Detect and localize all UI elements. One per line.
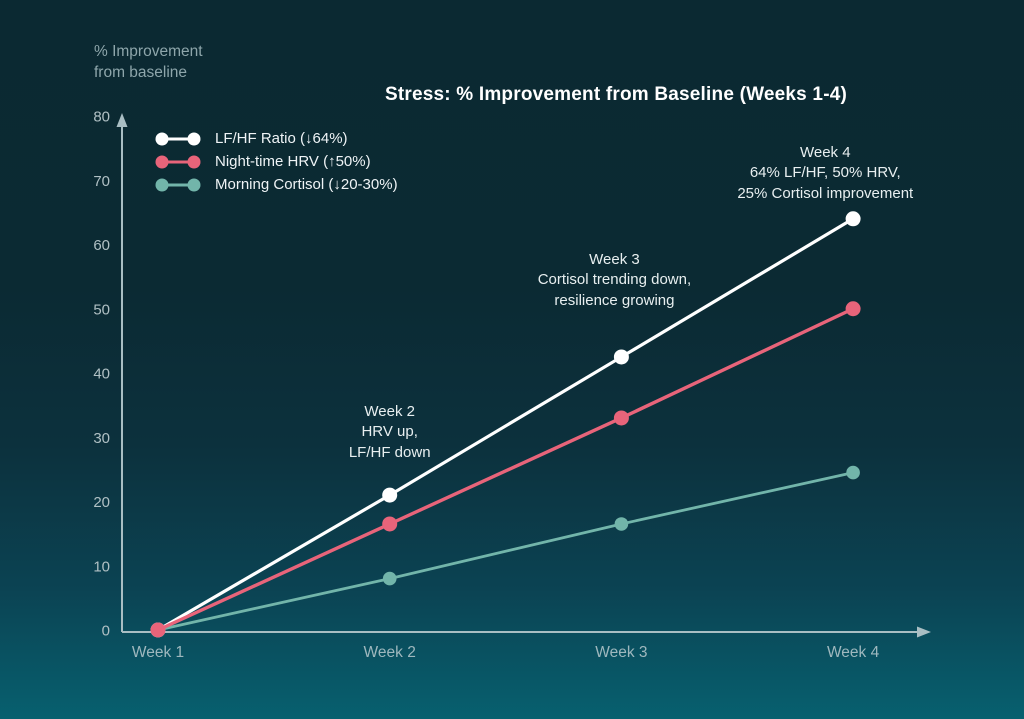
data-point-series-2: [614, 517, 629, 531]
annotation-week-2: Week 2 HRV up, LF/HF down: [349, 402, 431, 464]
legend-marker-icon: [155, 132, 201, 145]
x-tick-label: Week 2: [364, 644, 416, 661]
annotation-line: resilience growing: [554, 291, 675, 309]
series-line-1: [156, 307, 855, 632]
y-axis-arrow: [116, 113, 128, 127]
chart-title: Stress: % Improvement from Baseline (Wee…: [384, 84, 848, 105]
data-point-series-2: [382, 571, 397, 586]
data-point-series-1: [150, 622, 166, 638]
annotation-line: Week 2: [364, 402, 415, 420]
legend-dot: [155, 178, 169, 191]
y-axis-title-line1: % Improvement: [94, 43, 203, 60]
legend-marker-icon: [155, 178, 201, 191]
legend-marker-icon: [155, 155, 201, 168]
data-point-series-0: [382, 487, 398, 503]
legend-label: Night-time HRV (↑50%): [215, 153, 371, 170]
series-line-2: [156, 471, 855, 632]
annotation-line: HRV up,: [361, 423, 418, 441]
annotation-line: 25% Cortisol improvement: [737, 184, 914, 202]
data-point-series-2: [846, 465, 860, 480]
y-tick-label: 60: [93, 237, 110, 254]
x-tick-label: Week 1: [132, 644, 184, 661]
legend-label: LF/HF Ratio (↓64%): [215, 130, 348, 147]
y-tick-label: 20: [93, 494, 110, 511]
annotation-line: Week 3: [589, 250, 640, 268]
y-tick-label: 70: [93, 173, 110, 190]
annotation-line: Week 4: [799, 143, 851, 161]
x-tick-label: Week 4: [827, 644, 880, 661]
y-tick-label: 0: [102, 623, 110, 640]
legend-item-1: Night-time HRV (↑50%): [154, 150, 398, 173]
annotation-line: Cortisol trending down,: [537, 271, 692, 289]
data-point-series-0: [613, 349, 629, 365]
annotation-line: LF/HF down: [348, 443, 431, 461]
data-point-series-1: [845, 301, 861, 317]
y-tick-label: 50: [93, 301, 110, 318]
annotation-week-4: Week 4 64% LF/HF, 50% HRV, 25% Cortisol im…: [737, 143, 913, 205]
y-tick-label: 40: [93, 366, 110, 383]
legend-label: Morning Cortisol (↓20-30%): [215, 176, 398, 193]
annotation-week-3: Week 3 Cortisol trending down, resilience …: [538, 250, 691, 312]
y-tick-label: 80: [93, 109, 110, 126]
y-axis-title-line2: from baseline: [94, 64, 188, 81]
legend-dot: [155, 155, 169, 168]
legend: LF/HF Ratio (↓64%) Night-time HRV (↑50%) M…: [154, 127, 398, 196]
data-point-series-0: [845, 211, 861, 227]
data-point-series-1: [613, 410, 629, 426]
legend-item-0: LF/HF Ratio (↓64%): [154, 127, 398, 150]
legend-item-2: Morning Cortisol (↓20-30%): [154, 173, 398, 196]
annotation-line: 64% LF/HF, 50% HRV,: [749, 164, 901, 182]
series-line-0: [156, 217, 855, 632]
legend-dot: [187, 178, 201, 191]
legend-dot: [187, 155, 201, 168]
y-tick-label: 10: [93, 558, 110, 575]
y-tick-label: 30: [93, 430, 110, 447]
x-axis-arrow: [917, 626, 931, 638]
legend-dot: [155, 132, 169, 145]
data-point-series-1: [382, 516, 398, 532]
y-axis-title: % Improvement from baseline: [94, 41, 203, 83]
legend-dot: [187, 132, 201, 145]
x-tick-label: Week 3: [595, 644, 647, 661]
